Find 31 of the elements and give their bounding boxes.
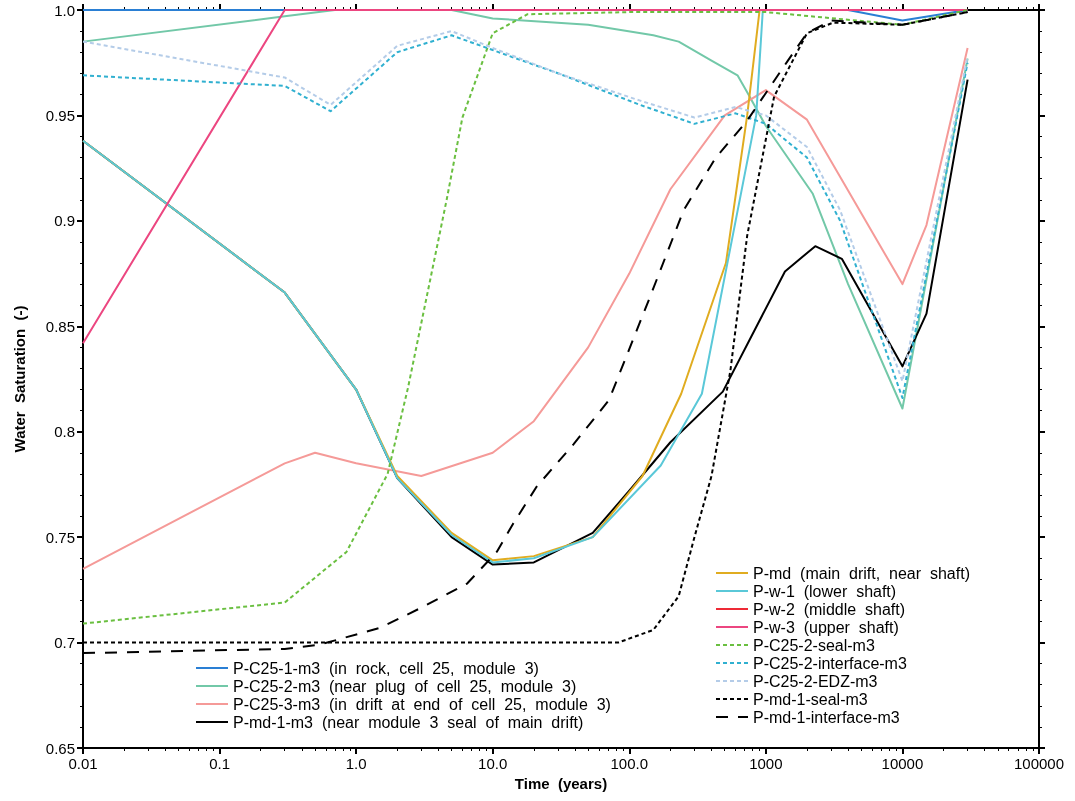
x-tick-label: 100000 [1013,755,1065,772]
legend-label: P-C25-2-seal-m3 [753,636,875,654]
legend-label: P-md-1-interface-m3 [753,708,900,726]
x-tick-label: 10000 [881,755,924,772]
x-tick-label: 1.0 [345,755,367,772]
legend-label: P-md (main drift, near shaft) [753,564,970,582]
y-tick-label: 0.95 [45,106,75,124]
x-tick-label: 0.1 [209,755,230,772]
legend-label: P-C25-1-m3 (in rock, cell 25, module 3) [233,659,539,677]
y-tick-label: 0.85 [45,317,75,335]
y-axis-title: Water Saturation (-) [11,305,28,453]
legend-label: P-md-1-m3 (near module 3 seal of main drift) [233,713,584,731]
x-tick-label: 100.0 [610,755,649,772]
legend-label: P-w-3 (upper shaft) [753,618,899,636]
x-tick-label: 10.0 [478,755,508,772]
legend-label: P-C25-2-EDZ-m3 [753,672,878,690]
y-tick-label: 0.65 [45,739,75,757]
legend-label: P-w-1 (lower shaft) [753,582,897,600]
legend-label: P-C25-2-interface-m3 [753,654,907,672]
legend-label: P-md-1-seal-m3 [753,690,868,708]
x-tick-label: 0.01 [68,755,98,772]
legend-label: P-C25-2-m3 (near plug of cell 25, module 3) [233,677,577,695]
y-tick-label: 0.75 [45,528,75,546]
y-tick-label: 0.8 [54,423,75,441]
y-tick-label: 0.7 [54,634,75,652]
y-tick-label: 0.9 [54,212,75,230]
y-tick-label: 1.0 [54,1,75,19]
legend-label: P-C25-3-m3 (in drift at end of cell 25, module 3) [233,695,611,713]
x-axis-title: Time (years) [514,775,608,792]
x-tick-label: 1000 [749,755,783,772]
legend-label: P-w-2 (middle shaft) [753,600,906,618]
